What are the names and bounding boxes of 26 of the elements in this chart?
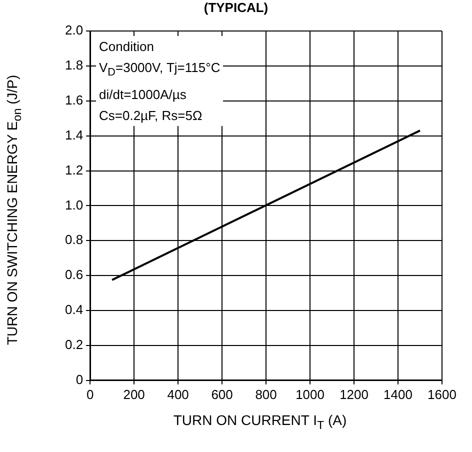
x-tick-label: 1000: [296, 386, 324, 402]
x-tick-label: 1400: [384, 386, 412, 402]
x-tick-label: 400: [167, 386, 189, 402]
annotation: Condition: [99, 38, 155, 56]
x-axis-title: TURN ON CURRENT I$_{T}$ (A): [172, 412, 348, 432]
annotation: di/dt=1000A/µs: [99, 86, 188, 104]
annotation: Cs=0.2µF, Rs=5Ω: [99, 106, 204, 125]
x-tick-label: 800: [255, 386, 277, 402]
y-tick-label: 0.8: [64, 232, 84, 248]
y-tick-label: 1.6: [64, 92, 84, 108]
y-tick-label: 1.2: [64, 162, 84, 178]
x-tick-label: 1200: [340, 386, 368, 402]
y-tick-label: 2.0: [64, 22, 84, 38]
y-tick-label: 0.6: [64, 267, 84, 282]
y-tick-label: 0.2: [64, 337, 84, 352]
y-tick-label: 0.4: [64, 302, 84, 318]
y-tick-label: 1.8: [64, 58, 84, 73]
x-tick-label: 200: [123, 386, 145, 402]
x-tick-label: 0: [86, 386, 94, 402]
x-tick-label: 600: [211, 386, 233, 402]
y-tick-label: 1.0: [64, 197, 84, 212]
y-tick-label: 0: [76, 372, 84, 387]
y-tick-label: 1.4: [64, 127, 84, 142]
chart-title: (TYPICAL): [202, 0, 270, 15]
x-tick-label: 1600: [428, 386, 456, 402]
annotation: V$_{D}$=3000V, Tj=115°C: [99, 59, 220, 81]
